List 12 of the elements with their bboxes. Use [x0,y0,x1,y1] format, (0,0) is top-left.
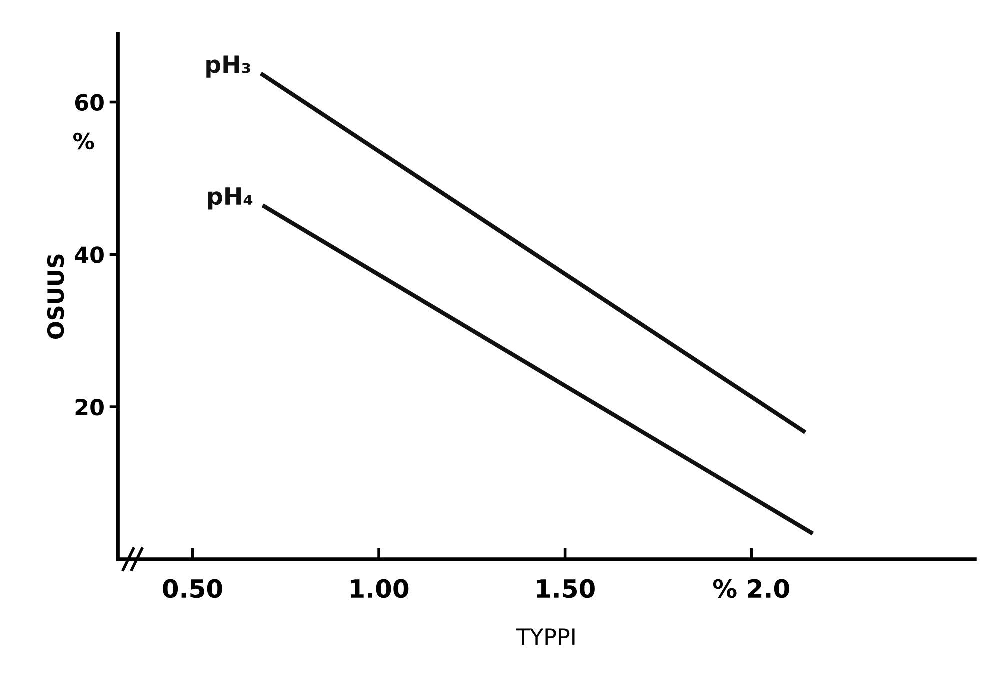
x-tick-label: 0.50 [163,579,222,598]
x-tick-label: % 2.0 [713,579,790,598]
series-label: pH₃ [206,56,250,78]
x-tick-label: 1.00 [350,579,409,598]
y-axis-title: OSUUS [47,254,64,339]
text: % [74,132,94,150]
y-tick-label: 60 [75,94,104,112]
x-axis-title: TYPPI [516,628,575,645]
y-tick-label: 40 [75,246,104,264]
y-tick-label: 20 [76,398,104,416]
x-tick-label: 1.50 [537,579,595,598]
series-label: pH₄ [208,188,253,210]
